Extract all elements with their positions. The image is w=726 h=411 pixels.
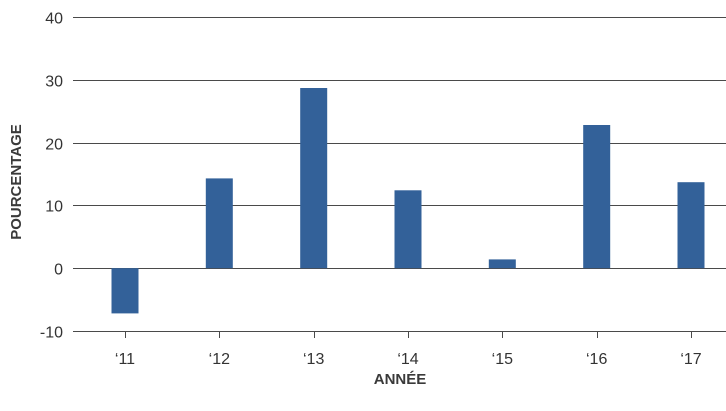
y-axis-title: POURCENTAGE <box>8 124 25 240</box>
y-tick-label: 20 <box>45 137 63 154</box>
x-tick-label: ‘13 <box>303 351 324 368</box>
x-axis-title: ANNÉE <box>374 371 427 388</box>
y-tick-label: 40 <box>45 11 63 28</box>
gridlines <box>73 17 726 332</box>
y-tick-labels: -10 0 10 20 30 40 <box>40 11 63 342</box>
bar-5 <box>583 125 611 269</box>
bar-2 <box>300 88 328 269</box>
bar-4 <box>488 259 516 269</box>
y-tick-label: 30 <box>45 74 63 91</box>
bars <box>111 88 705 314</box>
y-tick-label: 10 <box>45 199 63 216</box>
x-tick-labels: ‘11 ‘12 ‘13 ‘14 ‘15 ‘16 ‘17 <box>115 331 702 368</box>
x-tick-label: ‘16 <box>586 351 607 368</box>
bar-6 <box>677 182 705 269</box>
bar-3 <box>394 190 422 269</box>
x-tick-label: ‘12 <box>209 351 230 368</box>
x-tick-label: ‘11 <box>115 351 135 368</box>
bar-1 <box>205 178 233 269</box>
y-tick-label: -10 <box>40 325 63 342</box>
y-tick-label: 0 <box>54 262 63 279</box>
x-tick-label: ‘17 <box>680 351 701 368</box>
bar-0 <box>111 268 139 314</box>
x-tick-label: ‘15 <box>492 351 513 368</box>
x-tick-label: ‘14 <box>397 351 418 368</box>
